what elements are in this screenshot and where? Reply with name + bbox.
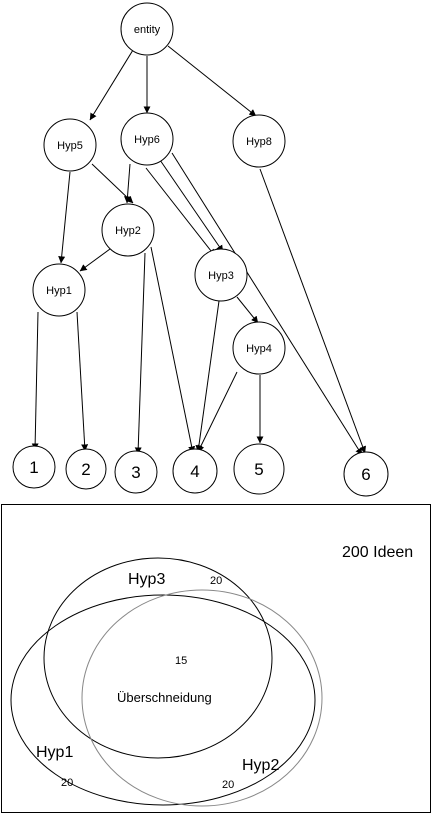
node-hyp2-label: Hyp2 — [115, 225, 141, 237]
node-hyp6: Hyp6 — [120, 112, 174, 166]
edge-entity-hyp8 — [167, 45, 257, 117]
node-hyp5-label: Hyp5 — [57, 140, 83, 152]
node-hyp1: Hyp1 — [32, 263, 86, 317]
graph-edges — [31, 45, 366, 456]
edge-hyp4-leaf4 — [197, 371, 238, 453]
leaf-5: 5 — [233, 443, 285, 495]
leaf-5-label: 5 — [254, 460, 263, 479]
node-entity: entity — [120, 2, 174, 56]
venn-set-hyp2-count: 20 — [222, 779, 234, 791]
venn-total-label: 200 Ideen — [342, 544, 413, 561]
venn-set-hyp2 — [81, 589, 323, 807]
leaf-4-label: 4 — [190, 462, 199, 481]
edge-hyp2-hyp1 — [79, 248, 111, 272]
leaf-6-label: 6 — [361, 465, 370, 484]
node-entity-label: entity — [134, 24, 161, 36]
venn-intersection-count: 15 — [175, 655, 187, 667]
edge-hyp2-leaf4 — [150, 246, 196, 454]
leaf-2-label: 2 — [81, 460, 90, 479]
leaf-4: 4 — [172, 448, 218, 494]
venn-intersection-label: Überschneidung — [117, 690, 212, 705]
leaf-6: 6 — [343, 451, 389, 497]
venn-set-hyp3-count: 20 — [210, 575, 222, 587]
leaf-2: 2 — [65, 448, 107, 490]
node-hyp4: Hyp4 — [232, 321, 286, 375]
leaf-1-label: 1 — [29, 458, 38, 477]
venn-set-hyp2-name: Hyp2 — [242, 757, 279, 774]
edge-hyp6-leaf6 — [171, 152, 363, 456]
venn-frame — [1, 504, 431, 813]
venn-set-hyp1 — [10, 594, 316, 806]
edge-hyp5-hyp2 — [91, 163, 134, 204]
node-hyp3-label: Hyp3 — [208, 270, 234, 282]
edge-hyp3-leaf4 — [195, 300, 220, 453]
venn-set-hyp1-count: 20 — [61, 777, 73, 789]
edge-hyp3-hyp4 — [236, 296, 259, 324]
node-hyp5: Hyp5 — [43, 118, 97, 172]
node-hyp8-label: Hyp8 — [246, 136, 272, 148]
edge-hyp6-hyp3-a — [145, 167, 216, 257]
edge-hyp6-hyp3-b — [159, 159, 224, 253]
node-hyp3: Hyp3 — [194, 248, 248, 302]
edge-hyp6-hyp2 — [124, 163, 131, 204]
edge-hyp1-leaf2 — [76, 311, 89, 452]
venn-set-hyp1-name: Hyp1 — [36, 744, 73, 761]
node-hyp2: Hyp2 — [101, 203, 155, 257]
venn-panel: 200 Ideen Hyp3 20 15 Überschneidung Hyp1… — [1, 504, 431, 813]
edge-hyp8-leaf6 — [259, 168, 366, 454]
leaf-3-label: 3 — [131, 463, 140, 482]
leaf-3: 3 — [114, 450, 158, 494]
edge-hyp5-hyp1 — [58, 171, 71, 264]
leaf-1: 1 — [12, 445, 56, 489]
edge-entity-hyp5 — [89, 49, 134, 121]
node-hyp4-label: Hyp4 — [246, 343, 272, 355]
node-hyp6-label: Hyp6 — [134, 134, 160, 146]
node-hyp8: Hyp8 — [232, 114, 286, 168]
venn-set-hyp3 — [43, 557, 273, 759]
node-hyp1-label: Hyp1 — [46, 285, 72, 297]
edge-hyp1-leaf1 — [31, 311, 39, 451]
edge-hyp2-leaf3 — [134, 252, 146, 455]
venn-set-hyp3-name: Hyp3 — [128, 571, 165, 588]
